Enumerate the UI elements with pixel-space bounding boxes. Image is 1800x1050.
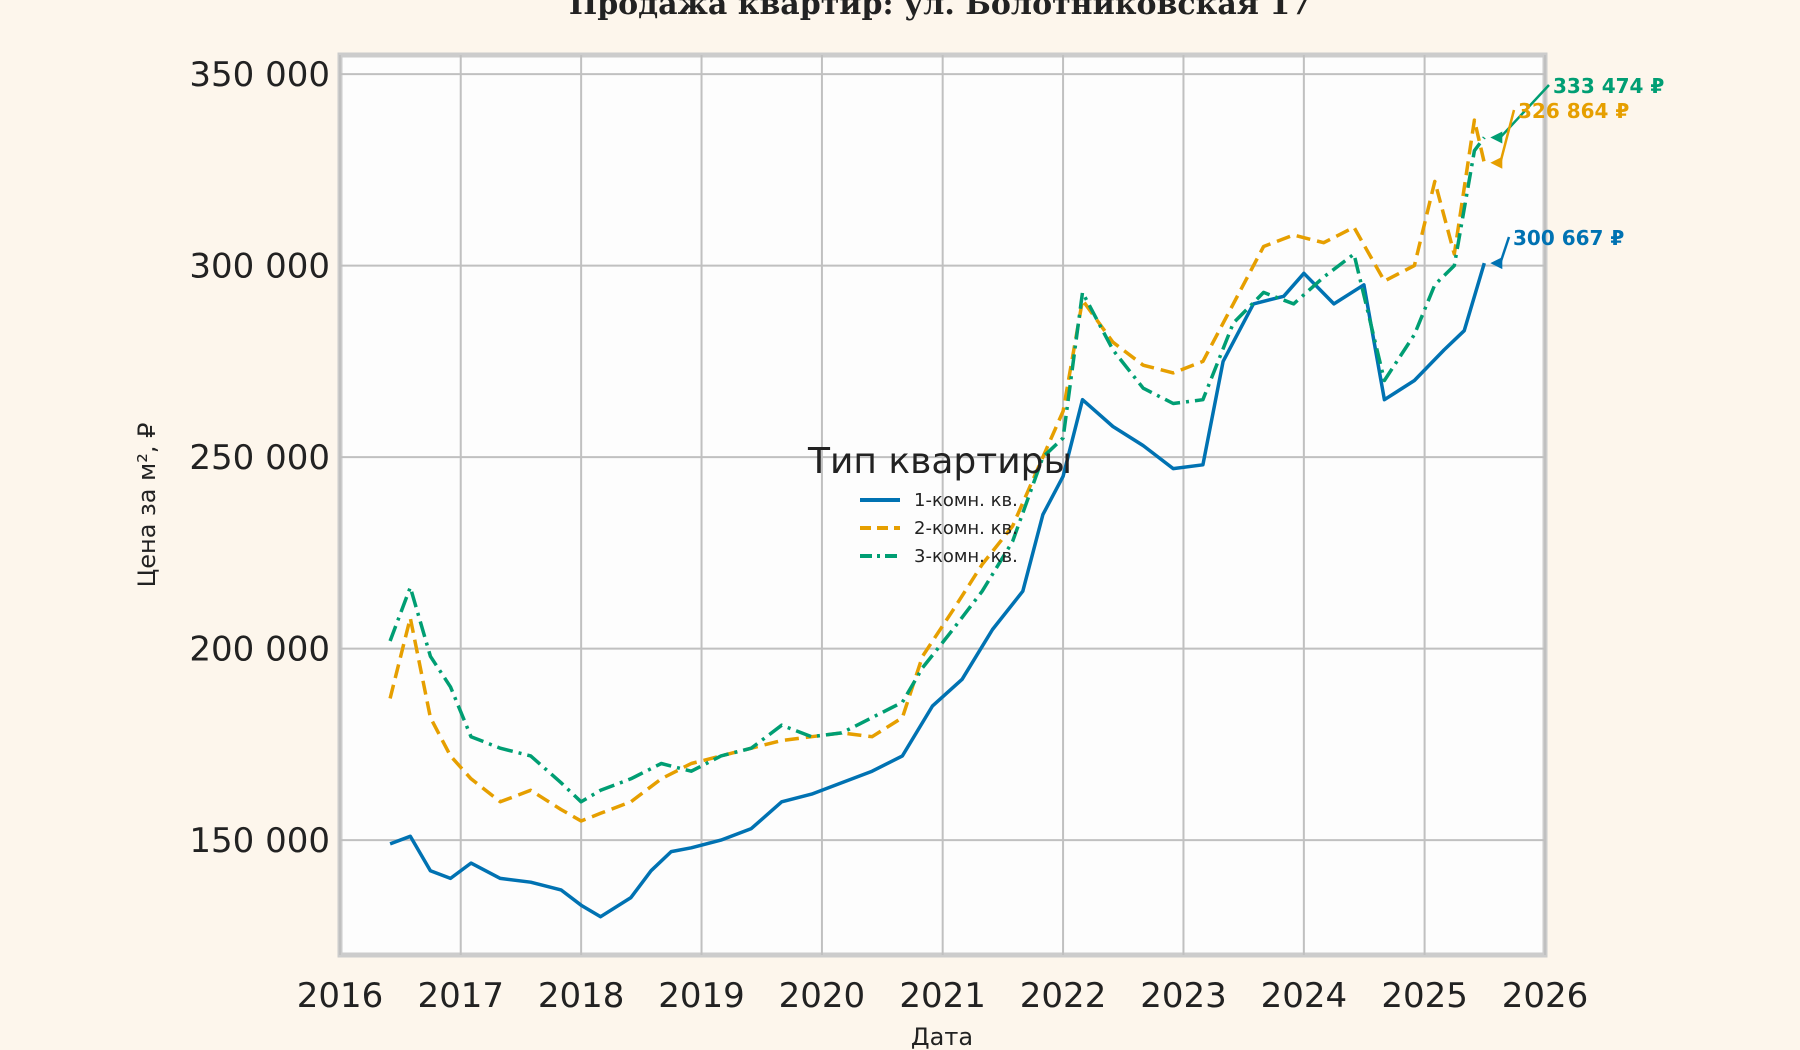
y-axis: 150 000 200 000 250 000 300 000 350 000	[189, 55, 330, 861]
annotation-arrowhead	[1490, 257, 1503, 270]
annotation-label: 300 667 ₽	[1513, 226, 1624, 250]
annotations: 333 474 ₽326 864 ₽ 300 667 ₽	[1490, 74, 1664, 270]
y-tick-label: 300 000	[189, 247, 330, 287]
chart-title: Продажа квартир: ул. Болотниковская 17	[569, 0, 1311, 22]
y-tick-label: 200 000	[189, 630, 330, 670]
legend-entry: 2-комн. кв.	[914, 518, 1018, 539]
x-axis: 2016 2017 2018 2019 2020 2021 2022 2023 2024 2025…	[297, 976, 1589, 1016]
annotation-label: 326 864 ₽	[1518, 99, 1629, 123]
x-tick-label: 2026	[1502, 976, 1589, 1016]
legend-title: Тип квартиры	[807, 441, 1072, 482]
grid	[339, 55, 1546, 955]
x-tick-label: 2016	[297, 976, 384, 1016]
series-line	[389, 262, 1486, 919]
legend: Тип квартиры 1-комн. кв. 2-комн. кв. 3-ком…	[807, 441, 1072, 567]
x-tick-label: 2018	[538, 976, 625, 1016]
legend-entry: 1-комн. кв.	[914, 490, 1018, 511]
annotation-arrowhead	[1490, 131, 1503, 144]
x-tick-label: 2025	[1381, 976, 1468, 1016]
series-line	[388, 118, 1487, 823]
series-lines	[388, 118, 1487, 919]
x-tick-label: 2019	[658, 976, 745, 1016]
y-tick-label: 250 000	[189, 438, 330, 478]
y-axis-label: Цена за м², ₽	[133, 423, 161, 588]
x-tick-label: 2021	[899, 976, 986, 1016]
annotation-arrow	[1499, 109, 1516, 164]
x-tick-label: 2022	[1020, 976, 1107, 1016]
y-tick-label: 150 000	[189, 821, 330, 861]
legend-entries: 1-комн. кв. 2-комн. кв. 3-комн. кв.	[860, 490, 1018, 567]
series-line	[388, 136, 1486, 804]
x-axis-label: Дата	[911, 1023, 973, 1050]
annotation-label: 333 474 ₽	[1553, 74, 1664, 98]
x-tick-label: 2020	[779, 976, 866, 1016]
x-tick-label: 2017	[417, 976, 504, 1016]
x-tick-label: 2023	[1140, 976, 1227, 1016]
y-tick-label: 350 000	[189, 55, 330, 95]
x-tick-label: 2024	[1261, 976, 1348, 1016]
annotation-arrowhead	[1490, 156, 1503, 169]
legend-entry: 3-комн. кв.	[914, 546, 1018, 567]
